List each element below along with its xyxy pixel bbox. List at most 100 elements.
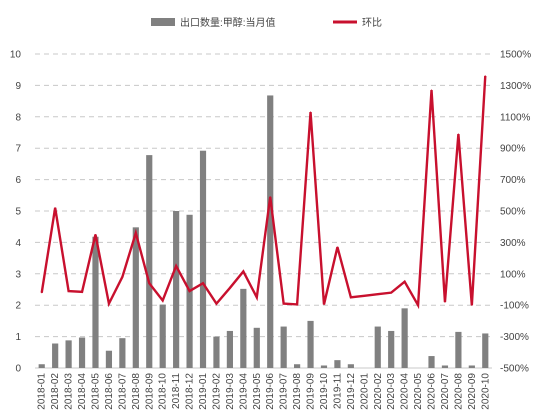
bar [482,333,489,368]
line-point [54,207,56,209]
line-point [148,282,150,284]
x-tick-label: 2020-07 [440,373,451,410]
x-tick-label: 2020-09 [467,373,478,410]
x-tick-label: 2018-03 [64,373,75,410]
x-tick-label: 2018-11 [171,373,182,409]
left-tick-label: 8 [15,112,21,123]
bar [428,356,435,368]
bar [455,331,462,368]
bar [347,364,354,368]
line-point [484,75,486,77]
bar [294,364,301,368]
bar [374,326,381,368]
bar [38,364,45,368]
left-tick-label: 6 [15,175,21,186]
x-tick-label: 2018-09 [144,373,155,410]
right-axis-ticks: -500% -300% -100% 100% 300% 500% 700% 900% 1100%… [500,50,531,375]
line-point [283,303,285,305]
left-tick-label: 5 [15,207,21,218]
bar [173,211,180,368]
bar [119,338,126,368]
x-axis-ticks: 2018-01 2018-02 2018-03 2018-04 2018-05 2018-… [37,373,492,410]
x-tick-label: 2020-01 [359,373,370,410]
line-point [215,303,218,305]
line-point [377,293,379,295]
line-point [390,292,392,294]
line-point [350,296,352,298]
line-point [108,303,110,305]
legend-bar-swatch [151,18,175,26]
x-tick-label: 2019-09 [306,373,317,410]
line-point [417,304,419,306]
line-point [296,303,298,306]
x-tick-label: 2018-04 [77,373,88,410]
x-tick-label: 2018-08 [131,373,142,410]
left-tick-label: 3 [15,269,21,280]
bar [253,327,260,368]
line-point [94,233,97,236]
right-tick-label: 1100% [500,112,531,123]
x-tick-label: 2019-08 [292,373,303,410]
line-point [309,111,312,113]
x-tick-label: 2018-02 [50,373,61,410]
right-tick-label: 1500% [500,50,531,61]
right-tick-label: 300% [500,238,526,249]
left-tick-label: 9 [15,81,21,92]
x-tick-label: 2018-01 [37,373,48,410]
bar-series [38,95,489,368]
bar [159,304,166,368]
right-tick-label: 700% [500,175,526,186]
left-tick-label: 10 [10,50,22,61]
left-tick-label: 0 [15,364,21,375]
left-axis-ticks: 0 1 2 3 4 5 6 7 8 9 10 [10,50,22,375]
line-point [135,232,137,234]
line-point [202,282,204,284]
right-tick-label: -100% [500,301,529,312]
line-point [336,246,339,248]
line-series [40,75,487,310]
line-point [269,196,271,198]
x-tick-label: 2018-12 [185,373,196,410]
line-point [162,299,164,302]
right-tick-label: 500% [500,207,526,218]
bar [441,365,449,368]
line-point [363,295,365,297]
line-point [175,265,177,267]
right-tick-label: 1300% [500,81,531,92]
bar [213,336,220,368]
line-point [256,296,258,298]
bar [199,150,207,368]
left-tick-label: 4 [15,238,21,249]
left-tick-label: 1 [15,332,21,343]
bar [401,308,408,368]
bar [52,343,59,368]
x-tick-label: 2019-11 [332,373,343,409]
x-tick-label: 2019-04 [238,373,249,410]
line-point [41,292,43,294]
line-path [40,75,487,310]
bar [132,227,139,368]
bar [280,326,287,368]
x-tick-label: 2019-07 [279,373,290,410]
x-tick-label: 2020-10 [480,373,491,410]
line-point [323,303,325,306]
legend: 出口数量:甲醇:当月值 环比 [151,16,382,29]
x-tick-label: 2020-08 [453,373,464,410]
x-tick-label: 2020-02 [373,373,384,410]
line-point [68,290,70,292]
bar [388,330,395,368]
legend-bar-label: 出口数量:甲醇:当月值 [180,16,276,29]
line-point [81,291,83,293]
bar [146,155,153,368]
bar [226,330,233,368]
right-tick-label: 100% [500,269,526,280]
x-tick-label: 2019-10 [319,373,330,410]
x-tick-label: 2020-06 [427,373,438,410]
x-tick-label: 2019-01 [198,373,209,410]
bar [65,340,72,368]
x-tick-label: 2019-03 [225,373,236,410]
x-tick-label: 2018-06 [104,373,115,410]
line-point [430,89,433,91]
right-tick-label: -300% [500,332,529,343]
line-point [404,281,406,283]
